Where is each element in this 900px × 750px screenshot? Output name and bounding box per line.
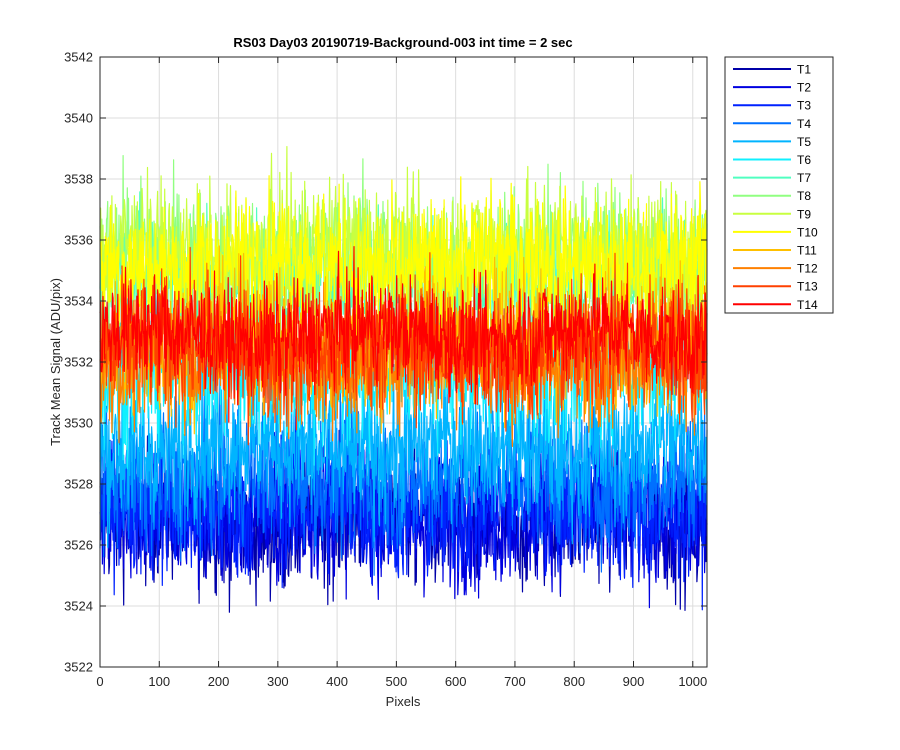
- legend[interactable]: T1 T2 T3 T4 T5 T6 T7 T8 T9 T10 T11 T12 T13 T14: [724, 56, 834, 314]
- y-tick-label: 3542: [64, 50, 93, 65]
- y-tick-label: 3540: [64, 111, 93, 126]
- legend-label-t14: T14: [797, 298, 818, 312]
- y-tick-label: 3532: [64, 355, 93, 370]
- legend-label-t7: T7: [797, 171, 811, 185]
- x-tick-label: 900: [623, 674, 645, 689]
- x-tick-label: 200: [208, 674, 230, 689]
- x-tick-labels: 0 100 200 300 400 500 600 700 800 900 1000: [96, 674, 707, 689]
- series-line-t5: [99, 360, 708, 548]
- legend-label-t1: T1: [797, 63, 811, 77]
- x-tick-label: 100: [148, 674, 170, 689]
- y-axis-label: Track Mean Signal (ADU/pix): [48, 278, 63, 446]
- y-tick-label: 3528: [64, 477, 93, 492]
- legend-label-t6: T6: [797, 153, 811, 167]
- x-tick-label: 800: [563, 674, 585, 689]
- x-tick-label: 500: [386, 674, 408, 689]
- legend-label-t3: T3: [797, 99, 811, 113]
- y-tick-label: 3534: [64, 294, 93, 309]
- x-tick-label: 700: [504, 674, 526, 689]
- legend-label-t5: T5: [797, 135, 811, 149]
- legend-label-t11: T11: [797, 244, 817, 258]
- legend-label-t10: T10: [797, 225, 818, 239]
- x-axis-label: Pixels: [386, 694, 421, 709]
- legend-box: [724, 56, 834, 314]
- y-tick-label: 3536: [64, 233, 93, 248]
- x-tick-label: 600: [445, 674, 467, 689]
- legend-label-t2: T2: [797, 81, 811, 95]
- y-tick-label: 3530: [64, 416, 93, 431]
- x-tick-label: 0: [96, 674, 103, 689]
- series-line-t3: [99, 405, 708, 611]
- chart-title: RS03 Day03 20190719-Background-003 int t…: [233, 35, 572, 50]
- legend-label-t13: T13: [797, 280, 818, 294]
- y-tick-label: 3538: [64, 172, 93, 187]
- legend-label-t9: T9: [797, 207, 811, 221]
- x-tick-label: 400: [326, 674, 348, 689]
- series-layer: [99, 146, 708, 613]
- series-line-t14: [99, 246, 708, 423]
- y-tick-label: 3526: [64, 538, 93, 553]
- x-tick-label: 1000: [678, 674, 707, 689]
- y-tick-labels: 3522 3524 3526 3528 3530 3532 3534 3536 3538 3540…: [64, 50, 93, 675]
- legend-label-t8: T8: [797, 189, 811, 203]
- legend-label-t12: T12: [797, 262, 818, 276]
- y-tick-label: 3524: [64, 599, 93, 614]
- axis-ticks: [99, 56, 707, 668]
- legend-label-t4: T4: [797, 117, 811, 131]
- x-tick-label: 300: [267, 674, 289, 689]
- y-tick-label: 3522: [64, 660, 93, 675]
